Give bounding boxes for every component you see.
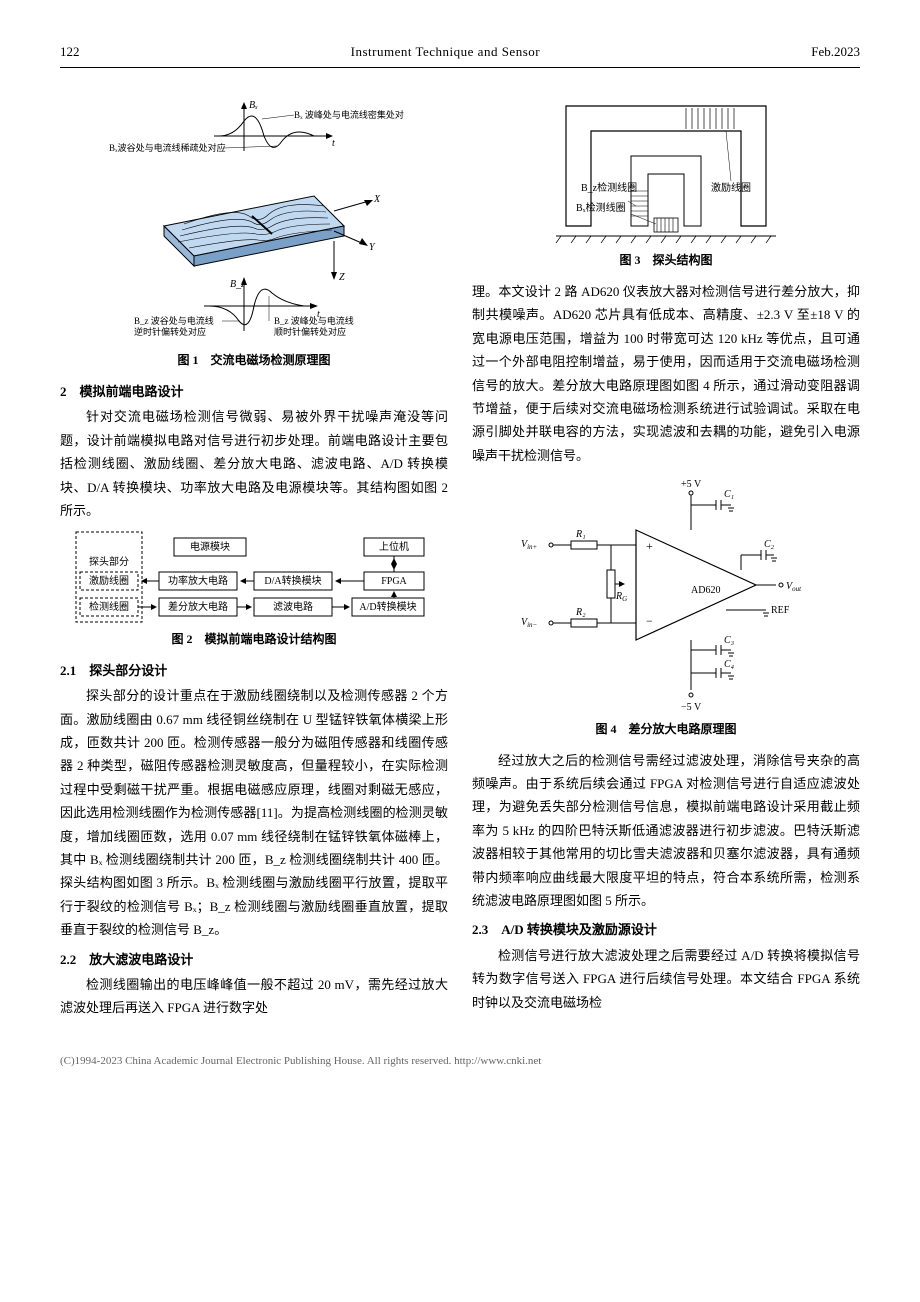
fig4-vinp: Vin+	[521, 539, 538, 551]
page-footer: (C)1994-2023 China Academic Journal Elec…	[60, 1052, 860, 1072]
col2-para-2: 经过放大之后的检测信号需经过滤波处理，消除信号夹杂的高频噪声。由于系统后续会通过…	[472, 749, 860, 913]
fig4-c3: C₃	[724, 635, 735, 646]
fig4-c2: C₂	[764, 539, 775, 550]
fig2-da: D/A转换模块	[254, 573, 332, 589]
col2-para-1: 理。本文设计 2 路 AD620 仪表放大器对检测信号进行差分放大，抑制共模噪声…	[472, 280, 860, 467]
fig1-bz-trough-label: B_z 波谷处与电流线 逆时针偏转处对应	[134, 315, 216, 337]
page-header: 122 Instrument Technique and Sensor Feb.…	[60, 40, 860, 68]
fig4-rg: RG	[615, 591, 627, 603]
svg-text:Bₓ: Bₓ	[249, 100, 258, 111]
figure-3: B_z检测线圈 Bₓ检测线圈 激励线圈	[472, 96, 860, 272]
fig4-caption: 图 4 差分放大电路原理图	[472, 719, 860, 741]
fig2-fpga: FPGA	[364, 573, 424, 589]
fig4-c1: C₁	[724, 489, 734, 500]
svg-text:−: −	[646, 614, 653, 628]
section-2-heading: 2 模拟前端电路设计	[60, 380, 448, 403]
svg-text:+: +	[646, 539, 653, 553]
fig4-vout: Vout	[786, 581, 802, 593]
svg-text:Z: Z	[339, 272, 345, 283]
fig4-r2: R₂	[575, 607, 586, 618]
section-2-1-heading: 2.1 探头部分设计	[60, 659, 448, 682]
fig2-power-module: 电源模块	[174, 539, 246, 555]
section-2-para-1: 针对交流电磁场检测信号微弱、易被外界干扰噪声淹没等问题，设计前端模拟电路对信号进…	[60, 405, 448, 522]
fig3-bx-label: Bₓ检测线圈	[576, 201, 626, 214]
fig2-svg: 探头部分 激励线圈 检测线圈 电源模块 上位机 功率放大电路 D/A转换模块 F…	[74, 530, 434, 625]
fig4-neg5v: −5 V	[681, 702, 702, 713]
fig1-caption: 图 1 交流电磁场检测原理图	[60, 350, 448, 372]
page-number: 122	[60, 40, 80, 63]
fig2-diff-amp: 差分放大电路	[159, 599, 237, 615]
fig4-pos5v: +5 V	[681, 479, 702, 490]
fig3-bz-label: B_z检测线圈	[581, 181, 637, 194]
fig1-svg: Bₓ t Bₓ 波峰处与电流线密集处对应 Bₓ波谷处与电流线稀疏处对应	[104, 96, 404, 346]
two-column-layout: Bₓ t Bₓ 波峰处与电流线密集处对应 Bₓ波谷处与电流线稀疏处对应	[60, 88, 860, 1021]
fig2-caption: 图 2 模拟前端电路设计结构图	[60, 629, 448, 651]
svg-text:Y: Y	[369, 242, 376, 253]
journal-title: Instrument Technique and Sensor	[351, 40, 540, 63]
section-2-2-heading: 2.2 放大滤波电路设计	[60, 948, 448, 971]
fig1-bx-trough-label: Bₓ波谷处与电流线稀疏处对应	[109, 142, 226, 153]
fig2-probe-label: 探头部分	[78, 552, 140, 568]
fig2-filter: 滤波电路	[254, 599, 332, 615]
fig4-chip: AD620	[691, 585, 720, 596]
section-2-3-para-1: 检测信号进行放大滤波处理之后需要经过 A/D 转换将模拟信号转为数字信号送入 F…	[472, 944, 860, 1014]
right-column: B_z检测线圈 Bₓ检测线圈 激励线圈	[472, 88, 860, 1021]
left-column: Bₓ t Bₓ 波峰处与电流线密集处对应 Bₓ波谷处与电流线稀疏处对应	[60, 88, 448, 1021]
publication-date: Feb.2023	[811, 40, 860, 63]
fig4-r1: R₁	[575, 529, 586, 540]
fig4-svg: +5 V C₁ + − AD620 Vin+ R	[516, 475, 816, 715]
fig2-pa: 功率放大电路	[159, 573, 237, 589]
section-2-1-para-1: 探头部分的设计重点在于激励线圈绕制以及检测传感器 2 个方面。激励线圈由 0.6…	[60, 684, 448, 941]
svg-text:t: t	[332, 138, 335, 149]
fig1-bx-peak-label: Bₓ 波峰处与电流线密集处对应	[294, 109, 404, 120]
fig1-bz-peak-label: B_z 波峰处与电流线 顺时针偏转处对应	[274, 315, 356, 337]
svg-text:X: X	[373, 194, 381, 205]
fig2-ad: A/D转换模块	[352, 599, 424, 615]
fig4-ref: REF	[771, 605, 790, 616]
svg-text:B_z: B_z	[230, 279, 245, 290]
section-2-3-heading: 2.3 A/D 转换模块及激励源设计	[472, 918, 860, 941]
fig3-svg: B_z检测线圈 Bₓ检测线圈 激励线圈	[536, 96, 796, 246]
fig2-excite-coil: 激励线圈	[80, 573, 138, 589]
fig2-host: 上位机	[364, 539, 424, 555]
section-2-2-para-1: 检测线圈输出的电压峰峰值一般不超过 20 mV，需先经过放大滤波处理后再送入 F…	[60, 973, 448, 1020]
fig3-caption: 图 3 探头结构图	[472, 250, 860, 272]
figure-4: +5 V C₁ + − AD620 Vin+ R	[472, 475, 860, 741]
figure-2: 探头部分 激励线圈 检测线圈 电源模块 上位机 功率放大电路 D/A转换模块 F…	[60, 530, 448, 651]
figure-1: Bₓ t Bₓ 波峰处与电流线密集处对应 Bₓ波谷处与电流线稀疏处对应	[60, 96, 448, 372]
fig3-excite-label: 激励线圈	[711, 181, 751, 194]
fig4-vinn: Vin−	[521, 617, 538, 629]
fig4-c4: C₄	[724, 659, 735, 670]
fig2-detect-coil: 检测线圈	[80, 599, 138, 615]
